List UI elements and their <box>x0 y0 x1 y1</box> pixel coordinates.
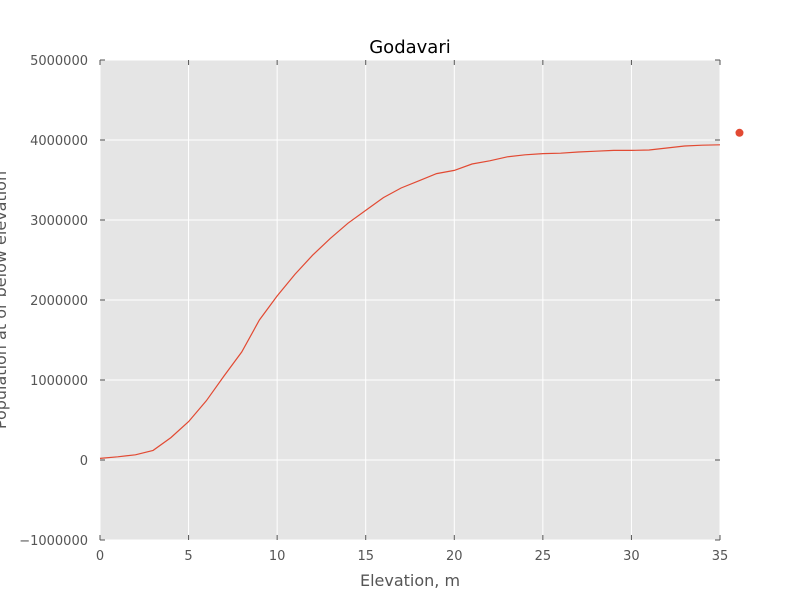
x-tick-label: 30 <box>623 549 640 564</box>
axis-ticks <box>99 59 721 541</box>
x-tick-label: 35 <box>712 549 729 564</box>
x-axis-label: Elevation, m <box>360 571 460 590</box>
x-tick-label: 5 <box>184 549 192 564</box>
y-tick-label: 5000000 <box>30 54 88 69</box>
x-tick-label: 0 <box>96 549 104 564</box>
y-tick-label: 0 <box>80 454 88 469</box>
marker-layer <box>735 128 744 137</box>
data-point <box>735 128 744 137</box>
y-tick-label: 3000000 <box>30 214 88 229</box>
x-tick-labels: 0 5 10 15 20 25 30 35 <box>96 549 728 564</box>
y-tick-label: 4000000 <box>30 134 88 149</box>
chart-title: Godavari <box>369 37 451 58</box>
y-tick-labels: −1000000 0 1000000 2000000 3000000 4000000 500… <box>19 54 88 549</box>
x-tick-label: 20 <box>446 549 463 564</box>
y-axis-label: Population at or below elevation <box>0 171 10 429</box>
y-tick-label: −1000000 <box>19 534 88 549</box>
x-tick-label: 15 <box>357 549 374 564</box>
series-line <box>99 144 721 459</box>
x-tick-label: 25 <box>535 549 552 564</box>
y-tick-label: 1000000 <box>30 374 88 389</box>
series-layer <box>99 144 721 459</box>
x-tick-label: 10 <box>269 549 286 564</box>
y-tick-label: 2000000 <box>30 294 88 309</box>
